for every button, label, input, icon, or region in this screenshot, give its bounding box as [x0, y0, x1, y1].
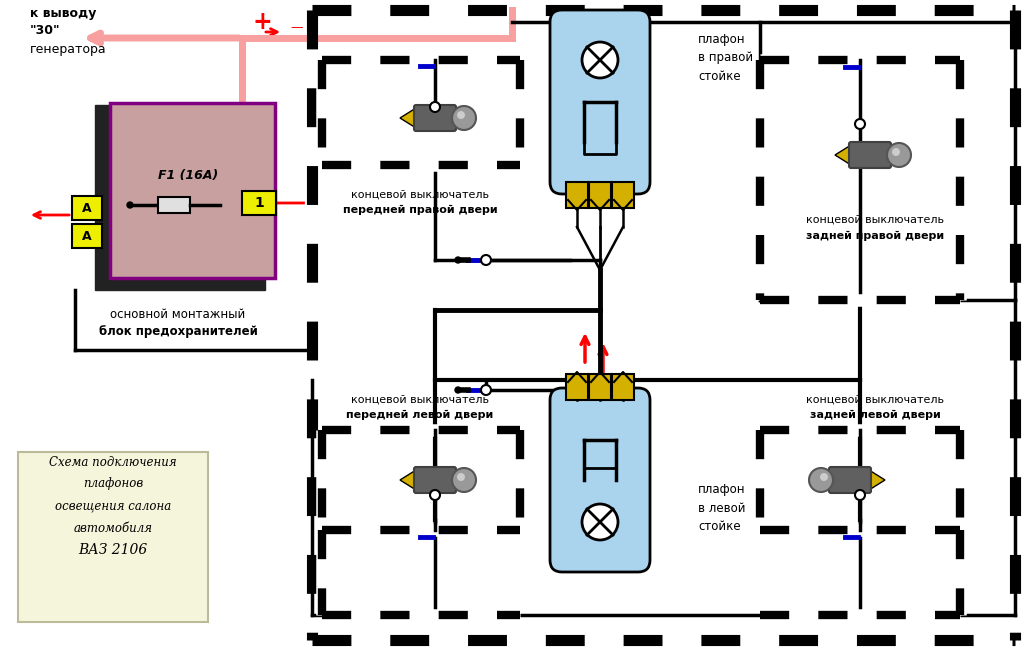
- Text: концевой выключатель: концевой выключатель: [806, 395, 944, 405]
- Text: —: —: [290, 22, 302, 35]
- Text: ВАЗ 2106: ВАЗ 2106: [79, 543, 147, 557]
- Circle shape: [481, 385, 490, 395]
- FancyBboxPatch shape: [414, 467, 456, 493]
- Bar: [566, 182, 588, 208]
- Bar: [72, 224, 102, 248]
- Circle shape: [855, 490, 865, 500]
- Circle shape: [892, 148, 900, 156]
- Circle shape: [809, 468, 833, 492]
- FancyBboxPatch shape: [550, 388, 650, 572]
- FancyBboxPatch shape: [18, 452, 208, 622]
- FancyBboxPatch shape: [414, 105, 456, 131]
- Text: стойке: стойке: [698, 70, 740, 83]
- Bar: [589, 182, 611, 208]
- Text: концевой выключатель: концевой выключатель: [351, 190, 489, 200]
- Text: плафон: плафон: [698, 484, 745, 497]
- Text: плафон: плафон: [698, 33, 745, 46]
- Text: передней правой двери: передней правой двери: [343, 205, 498, 215]
- Text: блок предохранителей: блок предохранителей: [98, 325, 257, 338]
- Text: концевой выключатель: концевой выключатель: [351, 395, 489, 405]
- Text: генератора: генератора: [30, 44, 106, 57]
- Circle shape: [430, 490, 440, 500]
- Bar: [95, 105, 265, 290]
- Text: A: A: [82, 201, 92, 215]
- Circle shape: [582, 42, 618, 78]
- Text: F1 (16A): F1 (16A): [158, 168, 218, 181]
- Bar: [566, 374, 588, 400]
- Bar: [242, 191, 276, 215]
- Text: +: +: [252, 10, 272, 34]
- FancyBboxPatch shape: [849, 142, 891, 168]
- Text: концевой выключатель: концевой выключатель: [806, 215, 944, 225]
- Text: автомобиля: автомобиля: [74, 522, 153, 535]
- Circle shape: [855, 119, 865, 129]
- Text: к выводу: к выводу: [30, 8, 96, 20]
- Circle shape: [481, 255, 490, 265]
- Circle shape: [455, 387, 461, 393]
- Bar: [612, 374, 634, 400]
- Polygon shape: [400, 108, 416, 128]
- FancyBboxPatch shape: [829, 467, 871, 493]
- Text: задней правой двери: задней правой двери: [806, 231, 944, 241]
- Text: основной монтажный: основной монтажный: [111, 308, 246, 321]
- Circle shape: [582, 504, 618, 540]
- Circle shape: [430, 102, 440, 112]
- Circle shape: [452, 468, 476, 492]
- Bar: [158, 197, 190, 213]
- Text: Схема подключения: Схема подключения: [49, 456, 177, 469]
- Text: 1: 1: [254, 196, 264, 210]
- Polygon shape: [400, 470, 416, 490]
- Text: плафонов: плафонов: [83, 477, 143, 490]
- Bar: [110, 103, 275, 278]
- Circle shape: [455, 257, 461, 263]
- Text: в левой: в левой: [698, 501, 745, 514]
- Polygon shape: [835, 145, 851, 165]
- Bar: [612, 182, 634, 208]
- Circle shape: [820, 473, 828, 481]
- Circle shape: [887, 143, 911, 167]
- Bar: [589, 374, 611, 400]
- Circle shape: [127, 202, 133, 208]
- Text: передней левой двери: передней левой двери: [346, 410, 494, 420]
- Text: стойке: стойке: [698, 520, 740, 533]
- Circle shape: [452, 106, 476, 130]
- Circle shape: [457, 111, 465, 119]
- Text: A: A: [82, 230, 92, 243]
- Polygon shape: [869, 470, 885, 490]
- Text: задней левой двери: задней левой двери: [810, 410, 940, 420]
- Text: освещения салона: освещения салона: [55, 499, 171, 512]
- Text: "30": "30": [30, 23, 60, 37]
- FancyBboxPatch shape: [550, 10, 650, 194]
- Bar: [72, 196, 102, 220]
- Text: в правой: в правой: [698, 52, 753, 65]
- Circle shape: [457, 473, 465, 481]
